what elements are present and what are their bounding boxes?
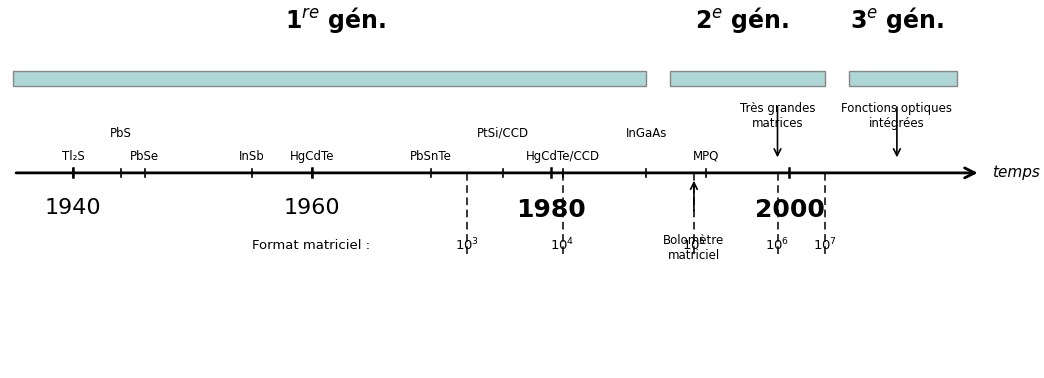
Text: 2000: 2000	[755, 198, 825, 222]
Text: Bolomètre
matriciel: Bolomètre matriciel	[663, 234, 725, 262]
Bar	[849, 71, 956, 86]
Text: HgCdTe/CCD: HgCdTe/CCD	[525, 150, 599, 163]
Text: 1940: 1940	[45, 198, 101, 218]
Text: 1960: 1960	[284, 198, 340, 218]
Text: InSb: InSb	[239, 150, 265, 163]
Text: 2$^{e}$ gén.: 2$^{e}$ gén.	[694, 5, 788, 36]
Text: PbSnTe: PbSnTe	[410, 150, 452, 163]
Bar	[14, 71, 646, 86]
Text: $10^{6}$: $10^{6}$	[765, 237, 789, 254]
Text: InGaAs: InGaAs	[625, 127, 667, 140]
Text: PbSe: PbSe	[130, 150, 160, 163]
Text: Fonctions optiques
intégrées: Fonctions optiques intégrées	[841, 102, 952, 130]
Text: $10^{3}$: $10^{3}$	[455, 237, 479, 254]
Bar	[670, 71, 825, 86]
Text: PtSi/CCD: PtSi/CCD	[477, 127, 529, 140]
Text: Format matriciel :: Format matriciel :	[253, 239, 371, 252]
Text: PbS: PbS	[110, 127, 132, 140]
Text: 1$^{re}$ gén.: 1$^{re}$ gén.	[285, 5, 386, 36]
Text: HgCdTe: HgCdTe	[289, 150, 334, 163]
Text: 3$^{e}$ gén.: 3$^{e}$ gén.	[850, 5, 944, 36]
Text: Tl₂S: Tl₂S	[62, 150, 85, 163]
Text: Très grandes
matrices: Très grandes matrices	[740, 102, 815, 130]
Text: 1980: 1980	[516, 198, 586, 222]
Text: $10^{5}$: $10^{5}$	[682, 237, 706, 254]
Text: $10^{7}$: $10^{7}$	[813, 237, 837, 254]
Text: temps: temps	[993, 166, 1040, 180]
Text: $10^{4}$: $10^{4}$	[550, 237, 575, 254]
Text: MPQ: MPQ	[692, 150, 719, 163]
